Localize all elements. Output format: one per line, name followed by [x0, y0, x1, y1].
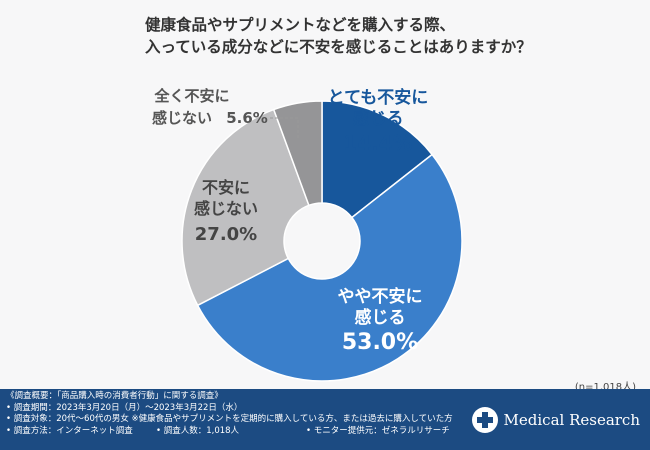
brand-name: Medical Research	[503, 411, 640, 429]
slice-label-2-line-1: やや不安に	[338, 286, 423, 307]
sample-size: (n=1,018人)	[574, 382, 636, 393]
survey-notes: 《調査概要：「商品購入時の消費者行動」に関する調査》 • 調査期間：2023年3…	[6, 391, 453, 437]
donut-chart: とても不安に感じる14.4%やや不安に感じる53.0%不安に感じない27.0%全…	[152, 87, 463, 382]
leader-line	[270, 117, 299, 140]
slice-label-1-line-2: 感じる	[353, 108, 404, 129]
slice-2	[196, 153, 463, 382]
brand-logo: Medical Research	[471, 407, 640, 433]
slice-value-4: 5.6%	[226, 109, 268, 127]
slice-1	[321, 100, 434, 219]
slice-3	[181, 108, 310, 307]
survey-footer: 《調査概要：「商品購入時の消費者行動」に関する調査》 • 調査期間：2023年3…	[0, 389, 650, 450]
survey-target: • 調査対象：20代〜60代の男女 ※健康食品やサプリメントを定期的に購入してい…	[6, 414, 453, 424]
chart-slices	[181, 100, 463, 382]
slice-value-3: 27.0%	[195, 224, 257, 245]
slice-value-1: 14.4%	[343, 131, 412, 155]
survey-heading: 《調査概要：「商品購入時の消費者行動」に関する調査》	[6, 391, 223, 401]
slice-label-3-line-2: 感じない	[194, 199, 258, 218]
chart-title: 健康食品やサプリメントなどを購入する際、 入っている成分などに不安を感じることは…	[145, 14, 615, 58]
chart-title-line-1: 健康食品やサプリメントなどを購入する際、	[145, 16, 456, 34]
slice-4	[272, 100, 323, 207]
survey-period: • 調査期間：2023年3月20日（月）〜2023年3月22日（水）	[6, 402, 243, 413]
slice-label-4-line-1: 全く不安に	[153, 87, 229, 105]
survey-provider: • モニター提供元：ゼネラルリサーチ	[306, 425, 450, 436]
slice-label-1-line-1: とても不安に	[328, 87, 429, 108]
medical-cross-icon	[471, 407, 498, 433]
slice-label-3-line-1: 不安に	[202, 178, 250, 197]
slice-label-4-line-2: 感じない	[152, 109, 212, 127]
survey-count: • 調査人数：1,018人	[156, 425, 240, 436]
slice-label-2-line-2: 感じる	[355, 307, 406, 328]
chart-labels: とても不安に感じる14.4%やや不安に感じる53.0%不安に感じない27.0%全…	[152, 87, 428, 355]
chart-title-line-2: 入っている成分などに不安を感じることはありますか？	[145, 38, 532, 56]
slice-value-2: 53.0%	[342, 330, 418, 355]
survey-method: • 調査方法：インターネット調査	[6, 425, 133, 436]
survey-row: • 調査方法：インターネット調査 • 調査人数：1,018人 • モニター提供元…	[6, 426, 453, 438]
